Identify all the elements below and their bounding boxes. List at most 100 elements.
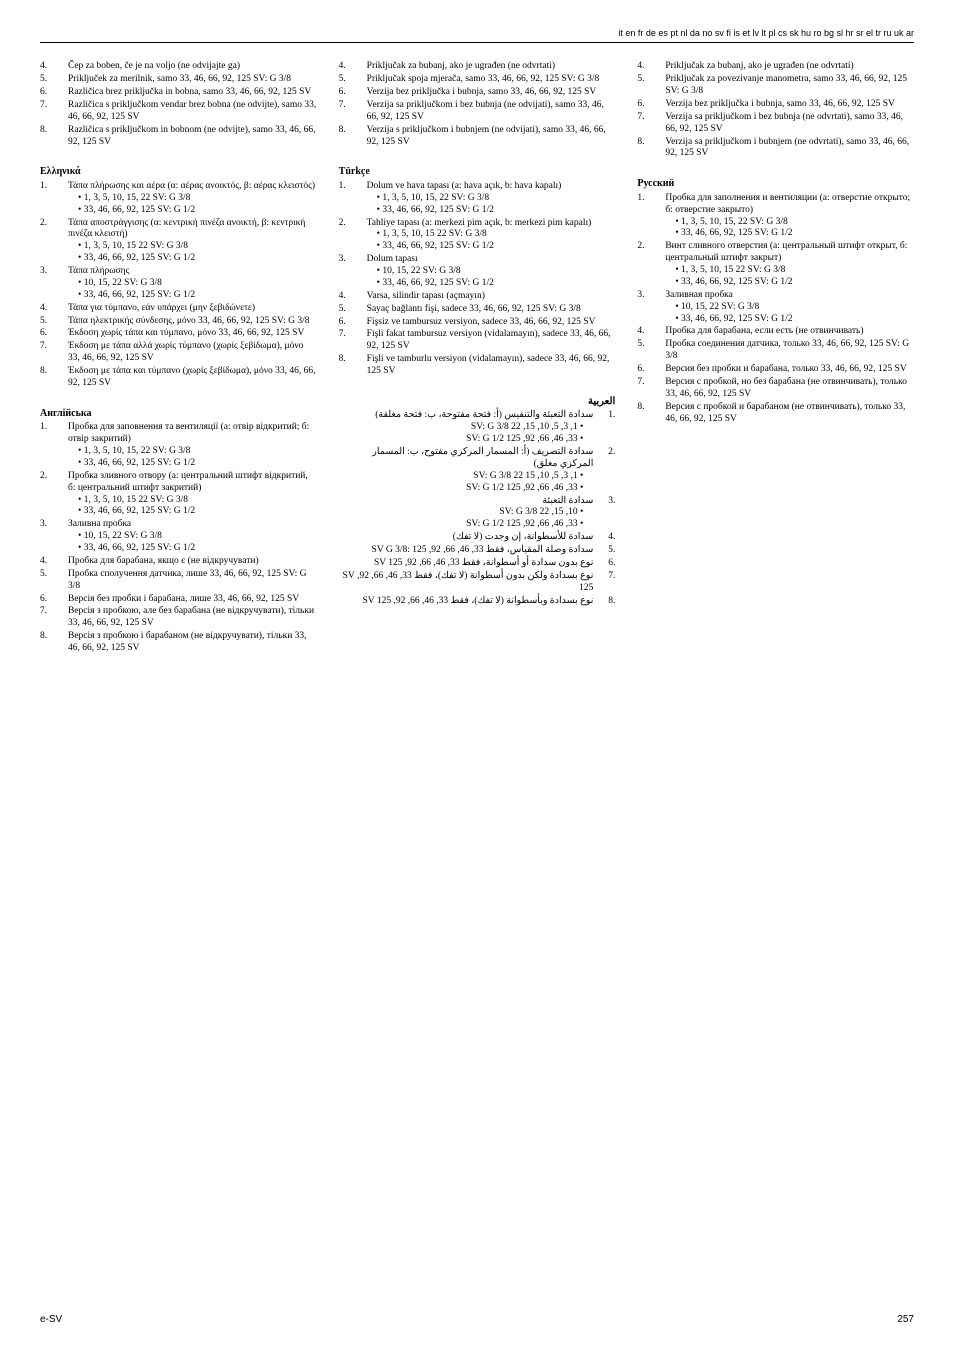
sub-item: 33, 46, 66, 92, 125 SV: G 1/2 [339, 483, 584, 495]
item-body: Verzija sa priključkom i bubnjem (ne odv… [665, 137, 914, 161]
sub-item: 1, 3, 5, 10, 15 22 SV: G 3/8 [675, 265, 914, 277]
list-item: 6.Версия без пробки и барабана, только 3… [637, 364, 914, 376]
item-number: 2. [40, 218, 68, 266]
item-text: سدادة للأسطوانة، إن وجدت (لا تفك) [453, 532, 594, 542]
item-text: Пробка для барабана, если есть (не отвин… [665, 326, 863, 336]
sub-list: 10, 15, 22 SV: G 3/833, 46, 66, 92, 125 … [68, 278, 317, 302]
item-number: 5. [40, 74, 68, 86]
language-title: Ελληνικά [40, 166, 317, 179]
item-number: 1. [339, 181, 367, 217]
sub-item: 1, 3, 5, 10, 15 22 SV: G 3/8 [377, 229, 616, 241]
header-langs: it en fr de es pt nl da no sv fi is et l… [40, 28, 914, 43]
sub-list: 1, 3, 5, 10, 15, 22 SV: G 3/833, 46, 66,… [68, 193, 317, 217]
item-text: Версія з пробкою, але без барабана (не в… [68, 606, 314, 628]
item-number: .7 [593, 571, 615, 595]
language-block: 4.Čep za boben, če je na voljo (ne odvij… [40, 61, 317, 148]
list-item: 5.Пробка сполучення датчика, лише 33, 46… [40, 569, 317, 593]
sub-item: 33, 46, 66, 92, 125 SV: G 1/2 [339, 519, 584, 531]
item-body: سدادة التعبئة10, 15, 22 SV: G 3/833, 46,… [339, 496, 594, 532]
item-text: Fişli ve tamburlu versiyon (vidalamayın)… [367, 354, 610, 376]
list-item: 4.Priključak za bubanj, ako je ugrađen (… [339, 61, 616, 73]
item-body: Τάπα για τύμπανο, εάν υπάρχει (μην ξεβιδ… [68, 303, 317, 315]
sub-list: 1, 3, 5, 10, 15, 22 SV: G 3/833, 46, 66,… [339, 422, 594, 446]
item-number: .6 [593, 558, 615, 570]
sub-item: 33, 46, 66, 92, 125 SV: G 1/2 [377, 205, 616, 217]
sub-list: 1, 3, 5, 10, 15 22 SV: G 3/833, 46, 66, … [68, 241, 317, 265]
item-body: Različica s priključkom vendar brez bobn… [68, 100, 317, 124]
item-text: Verzija sa priključkom i bez bubnja (ne … [367, 100, 604, 122]
sub-item: 10, 15, 22 SV: G 3/8 [339, 507, 584, 519]
item-body: سدادة للأسطوانة، إن وجدت (لا تفك) [339, 532, 594, 544]
item-body: Fişli ve tamburlu versiyon (vidalamayın)… [367, 354, 616, 378]
item-text: Заливная пробка [665, 290, 733, 300]
sub-item: 1, 3, 5, 10, 15, 22 SV: G 3/8 [78, 446, 317, 458]
list-item: .7نوع بسدادة ولكن بدون أسطوانة (لا تفك)،… [339, 571, 616, 595]
list-item: 4.Τάπα για τύμπανο, εάν υπάρχει (μην ξεβ… [40, 303, 317, 315]
item-number: 5. [40, 316, 68, 328]
item-text: Έκδοση με τάπα και τύμπανο (χωρίς ξεβίδω… [68, 366, 316, 388]
item-text: Пробка для заповнення та вентиляції (а: … [68, 422, 309, 444]
item-text: Пробка зливного отвору (а: центральний ш… [68, 471, 308, 493]
list-item: .6نوع بدون سدادة أو أسطوانة، فقط 33, 46,… [339, 558, 616, 570]
list-item: 3.Заливная пробка10, 15, 22 SV: G 3/833,… [637, 290, 914, 326]
item-text: Sayaç bağlantı fişi, sadece 33, 46, 66, … [367, 304, 581, 314]
list-item: 6.Версія без пробки і барабана, лише 33,… [40, 594, 317, 606]
list-item: 6.Različica brez priključka in bobna, sa… [40, 87, 317, 99]
list-item: 2.Винт сливного отверстия (а: центральны… [637, 241, 914, 289]
item-body: سدادة التعبئة والتنفيس (أ: فتحة مفتوحة، … [339, 410, 594, 446]
sub-item: 33, 46, 66, 92, 125 SV: G 1/2 [675, 228, 914, 240]
item-list: 4.Priključak za bubanj, ako je ugrađen (… [637, 61, 914, 160]
list-item: 3.Заливна пробка10, 15, 22 SV: G 3/833, … [40, 519, 317, 555]
list-item: 1.Пробка для заполнения и вентиляции (а:… [637, 193, 914, 241]
list-item: 8.Verzija s priključkom i bubnjem (ne od… [339, 125, 616, 149]
item-text: Verzija bez priključka i bubnja, samo 33… [665, 99, 895, 109]
item-body: Пробка сполучення датчика, лише 33, 46, … [68, 569, 317, 593]
sub-list: 1, 3, 5, 10, 15, 22 SV: G 3/833, 46, 66,… [367, 193, 616, 217]
sub-item: 1, 3, 5, 10, 15, 22 SV: G 3/8 [78, 193, 317, 205]
item-body: Različica s priključkom in bobnom (ne od… [68, 125, 317, 149]
list-item: 8.Različica s priključkom in bobnom (ne … [40, 125, 317, 149]
item-number: 6. [40, 87, 68, 99]
language-block: Ελληνικά1.Τάπα πλήρωσης και αέρα (α: αέρ… [40, 166, 317, 389]
column: 4.Priključak za bubanj, ako je ugrađen (… [637, 61, 914, 673]
sub-item: 33, 46, 66, 92, 125 SV: G 1/2 [78, 506, 317, 518]
sub-list: 1, 3, 5, 10, 15 22 SV: G 3/833, 46, 66, … [339, 471, 594, 495]
item-body: Пробка зливного отвору (а: центральний ш… [68, 471, 317, 519]
item-list: 1.Пробка для заполнения и вентиляции (а:… [637, 193, 914, 426]
item-number: 8. [40, 366, 68, 390]
item-text: Винт сливного отверстия (а: центральный … [665, 241, 907, 263]
sub-list: 1, 3, 5, 10, 15 22 SV: G 3/833, 46, 66, … [68, 495, 317, 519]
item-number: 4. [637, 61, 665, 73]
column: 4.Priključak za bubanj, ako je ugrađen (… [339, 61, 616, 673]
item-number: 6. [637, 99, 665, 111]
item-text: Priključak za bubanj, ako je ugrađen (ne… [367, 61, 555, 71]
list-item: 1.Dolum ve hava tapası (a: hava açık, b:… [339, 181, 616, 217]
language-title: Türkçe [339, 166, 616, 179]
list-item: 4.Priključak za bubanj, ako je ugrađen (… [637, 61, 914, 73]
sub-item: 33, 46, 66, 92, 125 SV: G 1/2 [377, 241, 616, 253]
item-text: Priključak za povezivanje manometra, sam… [665, 74, 907, 96]
item-text: Različica brez priključka in bobna, samo… [68, 87, 311, 97]
item-number: 7. [339, 100, 367, 124]
list-item: 4.Пробка для барабана, якщо є (не відкру… [40, 556, 317, 568]
item-body: Пробка соединения датчика, только 33, 46… [665, 339, 914, 363]
item-text: Пробка соединения датчика, только 33, 46… [665, 339, 909, 361]
item-body: Пробка для заполнения и вентиляции (а: о… [665, 193, 914, 241]
list-item: 8.Έκδοση με τάπα και τύμπανο (χωρίς ξεβί… [40, 366, 317, 390]
item-text: Priključak za bubanj, ako je ugrađen (ne… [665, 61, 853, 71]
item-number: 3. [637, 290, 665, 326]
item-body: Έκδοση με τάπα αλλά χωρίς τύμπανο (χωρίς… [68, 341, 317, 365]
item-body: Sayaç bağlantı fişi, sadece 33, 46, 66, … [367, 304, 616, 316]
item-text: سدادة التعبئة والتنفيس (أ: فتحة مفتوحة، … [375, 410, 593, 420]
sub-item: 10, 15, 22 SV: G 3/8 [377, 266, 616, 278]
list-item: 7.Verzija sa priključkom i bez bubnja (n… [637, 112, 914, 136]
sub-list: 10, 15, 22 SV: G 3/833, 46, 66, 92, 125 … [339, 507, 594, 531]
item-body: Priključak za bubanj, ako je ugrađen (ne… [367, 61, 616, 73]
item-text: Verzija s priključkom i bubnjem (ne odvi… [367, 125, 606, 147]
item-text: Пробка сполучення датчика, лише 33, 46, … [68, 569, 307, 591]
list-item: 6.Verzija bez priključka i bubnja, samo … [339, 87, 616, 99]
language-title: Англійська [40, 408, 317, 421]
sub-list: 10, 15, 22 SV: G 3/833, 46, 66, 92, 125 … [367, 266, 616, 290]
item-text: Τάπα ηλεκτρικής σύνδεσης, μόνο 33, 46, 6… [68, 316, 310, 326]
item-body: Τάπα ηλεκτρικής σύνδεσης, μόνο 33, 46, 6… [68, 316, 317, 328]
